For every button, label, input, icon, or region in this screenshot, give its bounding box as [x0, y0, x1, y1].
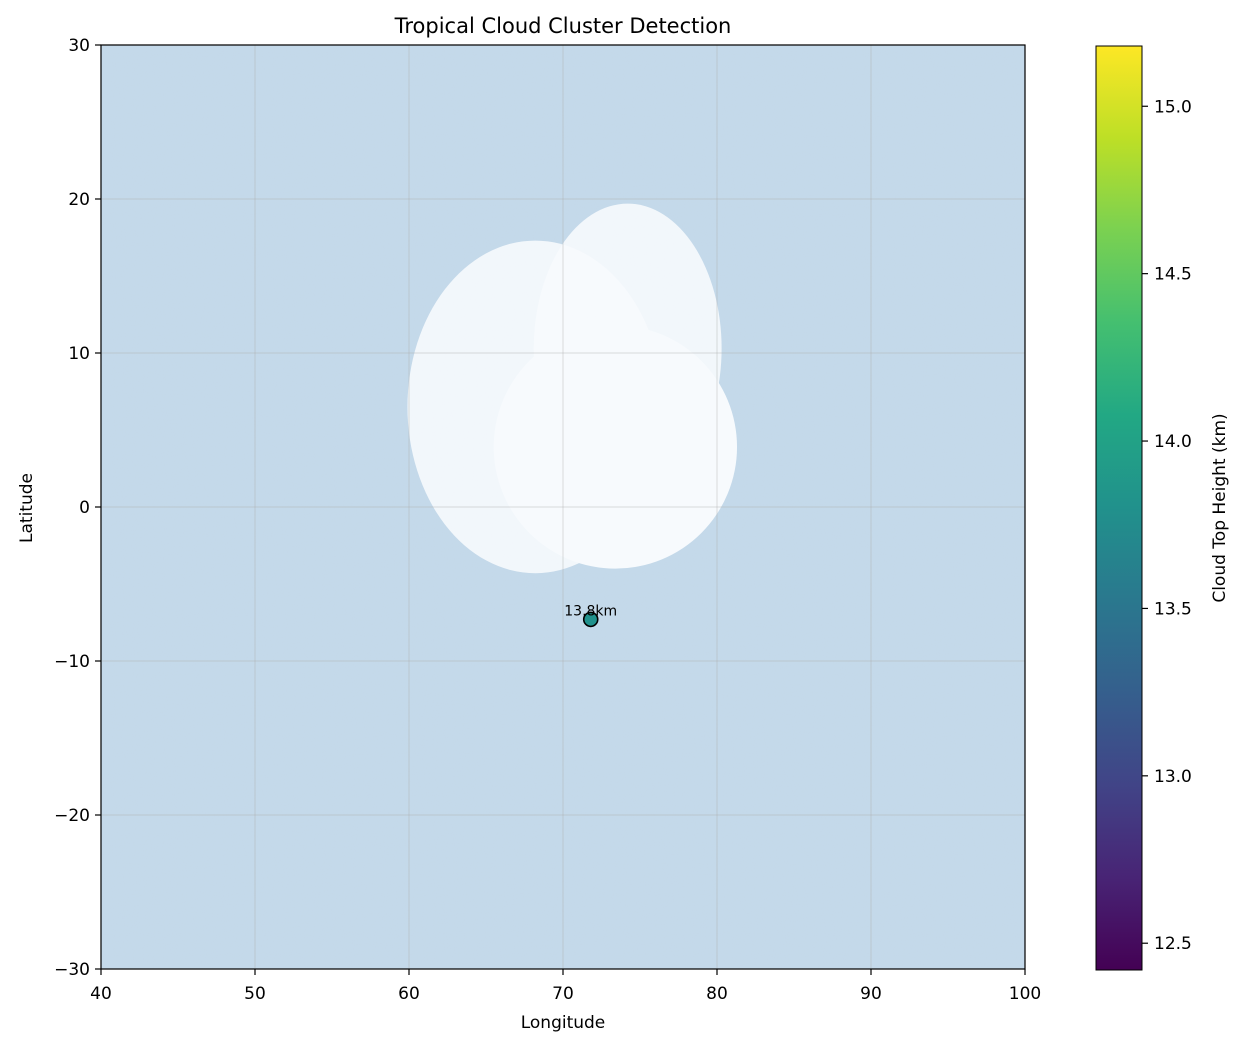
plot-area: 13.8km	[100, 44, 1026, 970]
y-axis-label: Latitude	[17, 473, 37, 543]
colorbar-ticks: 12.5 13.0 13.5 14.0 14.5 15.0	[1142, 97, 1192, 954]
x-tick-label: 50	[244, 984, 266, 1004]
x-tick-label: 80	[706, 984, 728, 1004]
chart-title: Tropical Cloud Cluster Detection	[394, 14, 732, 38]
cluster-marker	[582, 611, 599, 628]
colorbar-tick-label: 15.0	[1154, 97, 1192, 117]
y-tick-label: 0	[79, 498, 90, 518]
x-axis: 40 50 60 70 80 90 100	[90, 969, 1041, 1004]
x-tick-label: 90	[860, 984, 882, 1004]
y-tick-label: −10	[54, 652, 90, 672]
colorbar-tick-label: 14.5	[1154, 265, 1192, 285]
x-tick-label: 100	[1009, 984, 1041, 1004]
colorbar-label: Cloud Top Height (km)	[1210, 413, 1230, 602]
colorbar-tick-label: 12.5	[1154, 934, 1192, 954]
x-tick-label: 40	[90, 984, 112, 1004]
x-tick-label: 70	[552, 984, 574, 1004]
colorbar-tick-label: 13.0	[1154, 767, 1192, 787]
cloud-blob	[493, 325, 738, 569]
y-tick-label: −20	[54, 806, 90, 826]
colorbar-gradient	[1095, 45, 1143, 971]
cloud-field	[407, 203, 738, 574]
cluster-label: 13.8km	[564, 603, 617, 619]
colorbar-tick-label: 13.5	[1154, 599, 1192, 619]
x-axis-label: Longitude	[521, 1013, 606, 1033]
y-tick-label: 30	[68, 36, 90, 56]
y-tick-label: 10	[68, 344, 90, 364]
y-axis: −30 −20 −10 0 10 20 30	[54, 36, 101, 980]
y-tick-label: −30	[54, 960, 90, 980]
detected-clusters: 13.8km	[564, 603, 617, 628]
y-tick-label: 20	[68, 190, 90, 210]
colorbar-tick-label: 14.0	[1154, 432, 1192, 452]
colorbar: 12.5 13.0 13.5 14.0 14.5 15.0 Cloud Top Heigh…	[1095, 45, 1230, 971]
x-tick-label: 60	[398, 984, 420, 1004]
